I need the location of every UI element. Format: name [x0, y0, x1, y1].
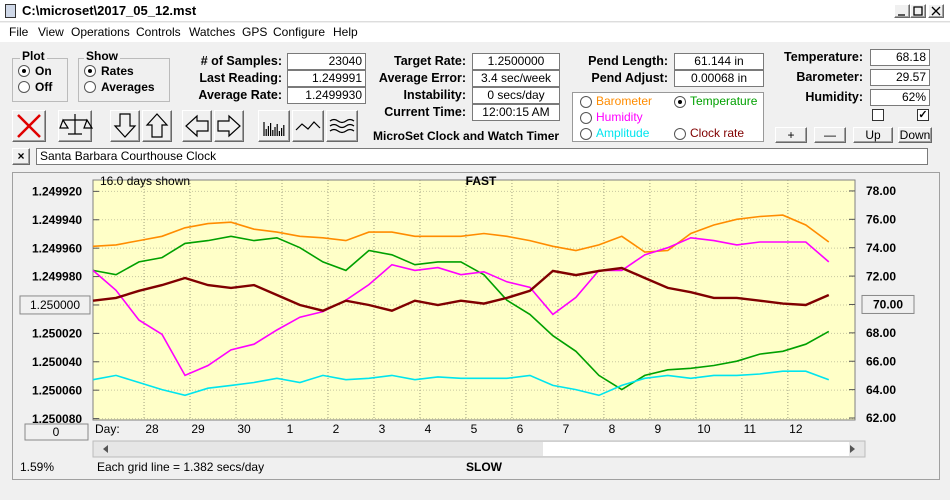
- readout-label: Average Rate:: [198, 88, 282, 102]
- show-group-title: Show: [84, 49, 120, 63]
- button[interactable]: +: [775, 127, 807, 143]
- menu-item[interactable]: Help: [333, 25, 358, 39]
- legend-label: Amplitude: [596, 126, 650, 140]
- series-radio[interactable]: [580, 112, 592, 124]
- checkbox[interactable]: [872, 109, 884, 121]
- app-caption: MicroSet Clock and Watch Timer: [373, 129, 560, 143]
- menu-item[interactable]: GPS: [242, 25, 268, 39]
- radio-label: On: [35, 64, 52, 78]
- radio-label: Averages: [101, 80, 155, 94]
- readout-field: 3.4 sec/week: [472, 70, 560, 87]
- legend-label: Barometer: [596, 94, 653, 108]
- readout-field: 1.2499930: [287, 87, 366, 104]
- down-button[interactable]: [110, 110, 140, 142]
- readout-field: 62%: [870, 89, 930, 106]
- readout-label: Average Error:: [378, 71, 466, 85]
- readout-field: 1.2500000: [472, 53, 560, 70]
- series-radio[interactable]: [580, 96, 592, 108]
- readout-label: Pend Adjust:: [591, 71, 668, 85]
- readout-label: # of Samples:: [200, 54, 282, 68]
- readout-field: 0.00068 in: [674, 70, 764, 87]
- up-button[interactable]: [142, 110, 172, 142]
- series-radio[interactable]: [580, 128, 592, 140]
- app-icon: [5, 4, 16, 18]
- series-selector: [572, 92, 764, 142]
- readout-field: 29.57: [870, 69, 930, 86]
- readout-label: Barometer:: [796, 70, 863, 84]
- readout-field: 1.249991: [287, 70, 366, 87]
- radio-dot: [678, 100, 682, 104]
- button[interactable]: Down: [898, 127, 932, 143]
- legend-label: Humidity: [596, 110, 643, 124]
- maximize-button[interactable]: [910, 4, 926, 18]
- radio-label: Rates: [101, 64, 134, 78]
- readout-label: Temperature:: [784, 50, 863, 64]
- waves-button[interactable]: [326, 110, 358, 142]
- show-group: [78, 58, 170, 102]
- menu-bar: [0, 23, 950, 42]
- readout-field: 68.18: [870, 49, 930, 66]
- readout-field: 0 secs/day: [472, 87, 560, 104]
- chart-panel: [12, 172, 940, 480]
- radio-dot: [88, 69, 92, 73]
- left-button[interactable]: [182, 110, 212, 142]
- readout-label: Pend Length:: [588, 54, 668, 68]
- title-bar: [0, 0, 950, 22]
- balance-button[interactable]: [58, 110, 92, 142]
- readout-label: Humidity:: [805, 90, 863, 104]
- radio-label: Off: [35, 80, 53, 94]
- checkbox[interactable]: ✓: [917, 109, 929, 121]
- delete-button[interactable]: [12, 110, 46, 142]
- readout-field: 23040: [287, 53, 366, 70]
- readout-label: Instability:: [403, 88, 466, 102]
- bars-button[interactable]: [258, 110, 290, 142]
- menu-item[interactable]: Operations: [71, 25, 130, 39]
- close-button[interactable]: [928, 4, 944, 18]
- readout-label: Last Reading:: [199, 71, 282, 85]
- readout-label: Target Rate:: [393, 54, 466, 68]
- series-radio[interactable]: [674, 128, 686, 140]
- wave-button[interactable]: [292, 110, 324, 142]
- clock-name-field[interactable]: Santa Barbara Courthouse Clock: [36, 148, 928, 165]
- radio-dot: [22, 69, 26, 73]
- button[interactable]: Up: [853, 127, 893, 143]
- readout-field: 61.144 in: [674, 53, 764, 70]
- menu-item[interactable]: View: [38, 25, 64, 39]
- menu-item[interactable]: File: [9, 25, 29, 39]
- right-button[interactable]: [214, 110, 244, 142]
- button[interactable]: —: [814, 127, 846, 143]
- menu-item[interactable]: Configure: [273, 25, 326, 39]
- legend-label: Temperature: [690, 94, 758, 108]
- plot-group-title: Plot: [20, 49, 47, 63]
- menu-item[interactable]: Watches: [189, 25, 236, 39]
- legend-label: Clock rate: [690, 126, 745, 140]
- menu-item[interactable]: Controls: [136, 25, 181, 39]
- clear-name-button[interactable]: ×: [12, 148, 30, 165]
- radio[interactable]: [18, 81, 30, 93]
- window-title: C:\microset\2017_05_12.mst: [22, 3, 197, 18]
- readout-field: 12:00:15 AM: [472, 104, 560, 121]
- radio[interactable]: [84, 81, 96, 93]
- readout-label: Current Time:: [384, 105, 466, 119]
- minimize-button[interactable]: [894, 4, 910, 18]
